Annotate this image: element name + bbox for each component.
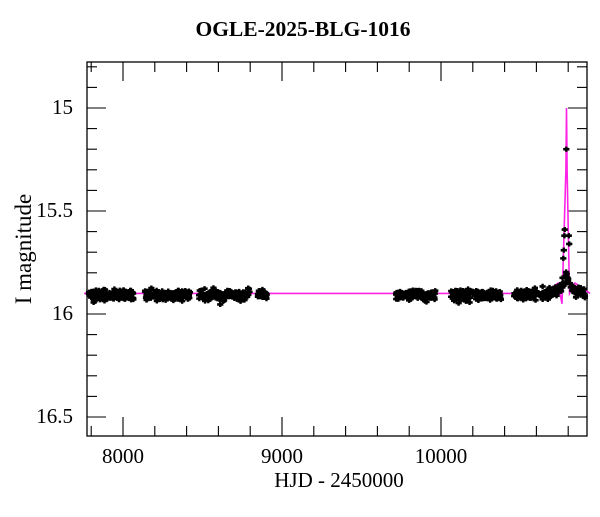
svg-text:OGLE-2025-BLG-1016: OGLE-2025-BLG-1016 [195,17,410,41]
svg-text:15.5: 15.5 [36,198,73,222]
svg-text:16: 16 [52,301,73,325]
svg-text:16.5: 16.5 [36,404,73,428]
svg-text:15: 15 [52,95,73,119]
svg-text:10000: 10000 [415,444,468,468]
svg-text:8000: 8000 [102,444,144,468]
svg-text:9000: 9000 [261,444,303,468]
svg-text:HJD - 2450000: HJD - 2450000 [274,468,404,492]
svg-text:I magnitude: I magnitude [11,194,36,305]
